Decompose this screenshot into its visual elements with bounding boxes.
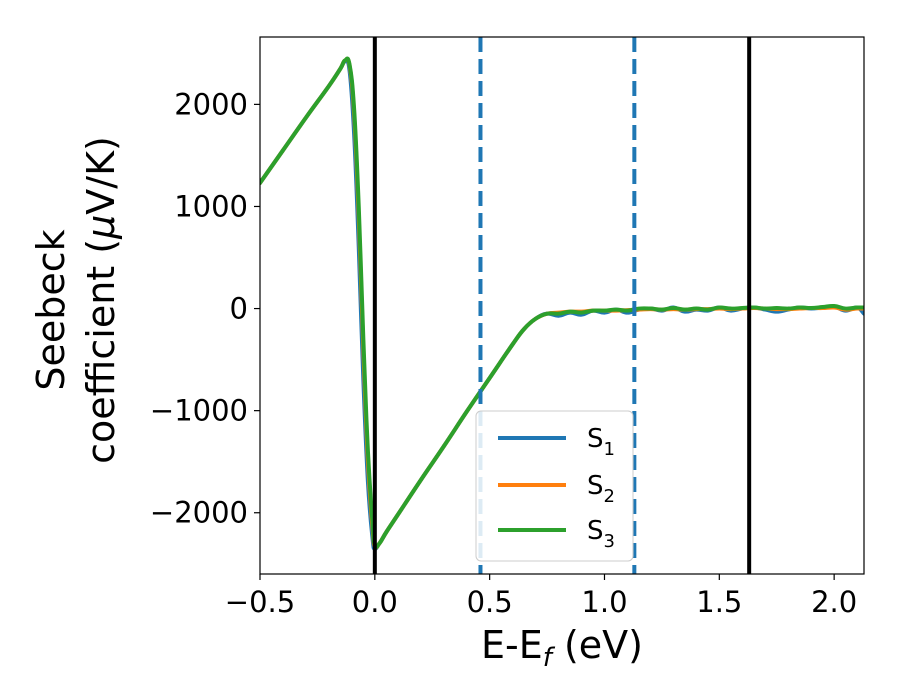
y-tick-label: 1000	[174, 189, 248, 223]
x-tick-label: −0.5	[225, 585, 295, 619]
x-tick-label: 1.0	[581, 585, 627, 619]
y-axis-label-line1: Seebeck	[29, 229, 73, 390]
x-tick-label: 0.0	[352, 585, 398, 619]
legend: S1 S2 S3	[475, 410, 634, 562]
y-axis-label-line2: coefficient (μV/K)	[79, 136, 123, 464]
legend-label-s1: S1	[587, 424, 615, 460]
y-tick-label: −1000	[150, 394, 248, 428]
series-line-s3	[260, 56, 864, 550]
legend-label-s3: S3	[587, 516, 615, 552]
plot-frame	[259, 36, 865, 575]
x-axis-label: E-Ef (eV)	[481, 623, 643, 673]
y-tick-label: 0	[230, 292, 248, 326]
x-tick-label: 1.5	[696, 585, 742, 619]
x-tick-label: 0.5	[467, 585, 513, 619]
legend-label-s2: S2	[587, 471, 615, 507]
y-tick-label: −2000	[150, 496, 248, 530]
y-tick-label: 2000	[174, 87, 248, 121]
x-tick-label: 2.0	[811, 585, 857, 619]
